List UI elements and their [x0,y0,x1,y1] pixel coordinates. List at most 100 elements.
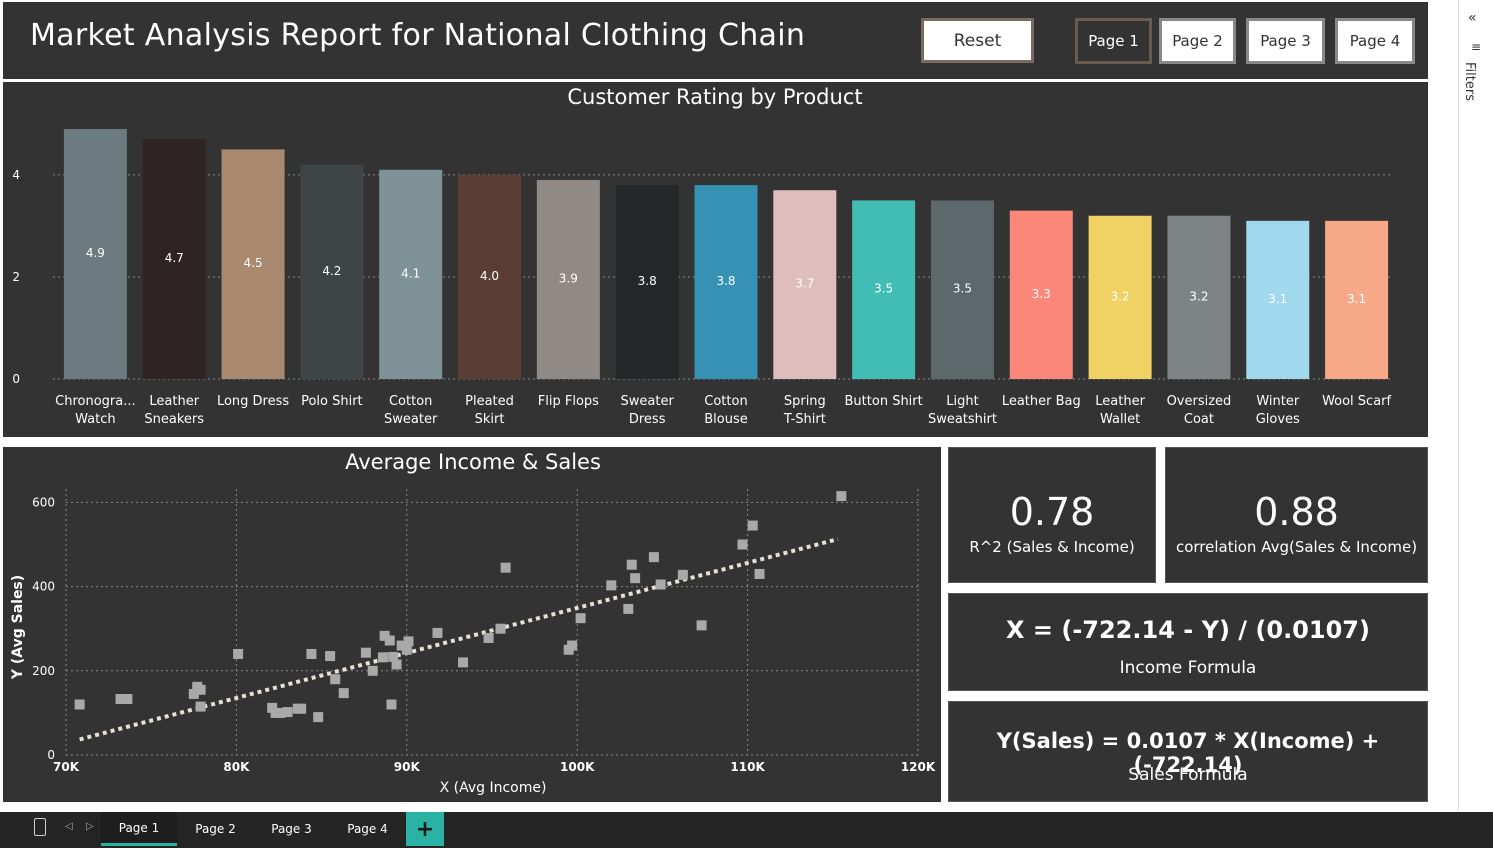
bar-data-label: 3.9 [559,272,578,286]
bar [379,169,443,379]
scatter-point [754,568,765,579]
scatter-point [122,694,133,705]
filters-label[interactable]: Filters [1462,62,1477,101]
correlation-value: 0.88 [1254,490,1339,534]
bar [300,164,364,379]
bar-category-label: Chronogra... Watch [55,394,135,427]
bar-data-label: 4.0 [480,269,499,283]
bar-data-label: 3.5 [874,282,893,296]
scatter-x-tick-label: 110K [730,760,765,774]
scatter-point [282,707,293,718]
bar-category-label: Winter Gloves [1256,394,1300,427]
scatter-point [195,701,206,712]
scatter-point [626,559,637,570]
bar-data-label: 3.8 [638,274,657,288]
scatter-point [836,491,847,502]
scatter-point [195,684,206,695]
bar [1246,220,1310,379]
scatter-point [495,623,506,634]
filter-icon: ≡ [1471,40,1482,54]
bar-data-label: 4.1 [401,266,420,280]
bar [536,180,600,379]
bar-data-label: 3.1 [1347,292,1366,306]
scatter-point [275,707,286,718]
bar-category-label: Pleated Skirt [465,394,514,427]
scatter-point [367,665,378,676]
bar [458,174,522,379]
customer-rating-bar-chart[interactable]: Customer Rating by Product 0 2 4 4.9 Chronogr… [3,82,1428,437]
income-formula-card: X = (-722.14 - Y) / (0.0107) Income Form… [948,593,1428,691]
bar [63,129,127,379]
bar-category-label: Cotton Blouse [704,394,748,427]
scatter-point [623,603,634,614]
scatter-y-tick-label: 400 [32,580,55,594]
r2-card: 0.78 R^2 (Sales & Income) [948,447,1156,583]
scatter-point [747,520,758,531]
bar [1325,220,1389,379]
scatter-x-tick-label: 100K [560,760,595,774]
scatter-point [606,580,617,591]
page-3-button[interactable]: Page 3 [1246,18,1325,64]
bar-category-label: Leather Bag [1002,394,1081,409]
scatter-point [500,562,511,573]
scatter-point [325,651,336,662]
scatter-point [655,579,666,590]
bar-category-label: Flip Flops [538,394,599,409]
bar [1167,215,1231,379]
tab-page-2[interactable]: Page 2 [178,812,253,846]
scatter-point [233,648,244,659]
bar-category-label: Polo Shirt [301,394,363,409]
scatter-point [377,652,388,663]
bar-category-label: Button Shirt [845,394,923,409]
bar [1088,215,1152,379]
bar-y-tick-label: 2 [12,270,20,284]
bar-category-label: Wool Scarf [1322,394,1391,409]
sales-formula-value: Y(Sales) = 0.0107 * X(Income) + (-722.14… [996,729,1380,777]
scatter-point [306,648,317,659]
bar-data-label: 3.7 [795,277,814,291]
bar [221,149,285,379]
sales-formula-label: Sales Formula [1128,765,1248,785]
scatter-y-tick-label: 600 [32,495,55,509]
scatter-x-tick-label: 70K [53,760,80,774]
scroll-right-icon[interactable]: ▷ [86,821,94,832]
page-1-button[interactable]: Page 1 [1075,18,1152,64]
scatter-point [401,644,412,655]
bar-chart-title: Customer Rating by Product [567,85,862,109]
bar-data-label: 4.7 [165,251,184,265]
scatter-chart-panel: Average Income & Sales 0 200 400 600 70K 80K 90… [3,447,941,802]
chevron-double-left-icon[interactable]: « [1468,10,1477,26]
bar-category-label: Oversized Coat [1167,394,1232,427]
tab-page-4[interactable]: Page 4 [330,812,405,846]
scatter-point [313,712,324,723]
mobile-layout-icon[interactable] [34,818,46,836]
bar-data-label: 3.8 [716,274,735,288]
filters-pane[interactable] [1458,0,1493,810]
bar-data-label: 4.9 [86,246,105,260]
income-formula-value: X = (-722.14 - Y) / (0.0107) [1006,616,1370,644]
income-sales-scatter-chart[interactable]: Average Income & Sales 0 200 400 600 70K 80K 90… [3,447,941,802]
scatter-point [630,573,641,584]
scatter-x-tick-label: 90K [394,760,421,774]
bar [142,139,206,379]
bar-y-tick-label: 0 [12,372,20,386]
add-page-button[interactable]: + [406,812,444,846]
bar-data-label: 3.3 [1032,287,1051,301]
scatter-y-tick-label: 0 [47,748,55,762]
bar-chart-panel: Customer Rating by Product 0 2 4 4.9 Chronogr… [3,82,1428,437]
scatter-point [396,640,407,651]
page-2-button[interactable]: Page 2 [1159,18,1236,64]
page-title: Market Analysis Report for National Clot… [30,18,806,53]
scatter-point [567,640,578,651]
bar-category-label: Leather Wallet [1095,394,1145,427]
scatter-point [391,659,402,670]
page-4-button[interactable]: Page 4 [1335,18,1415,64]
scatter-x-tick-label: 120K [901,760,936,774]
bar-category-label: Spring T-Shirt [783,394,826,427]
tab-page-3[interactable]: Page 3 [254,812,329,846]
reset-button[interactable]: Reset [921,18,1034,63]
tab-page-1[interactable]: Page 1 [101,812,177,846]
scatter-x-axis-label: X (Avg Income) [440,780,547,796]
scroll-left-icon[interactable]: ◁ [65,821,73,832]
r2-label: R^2 (Sales & Income) [969,538,1135,556]
